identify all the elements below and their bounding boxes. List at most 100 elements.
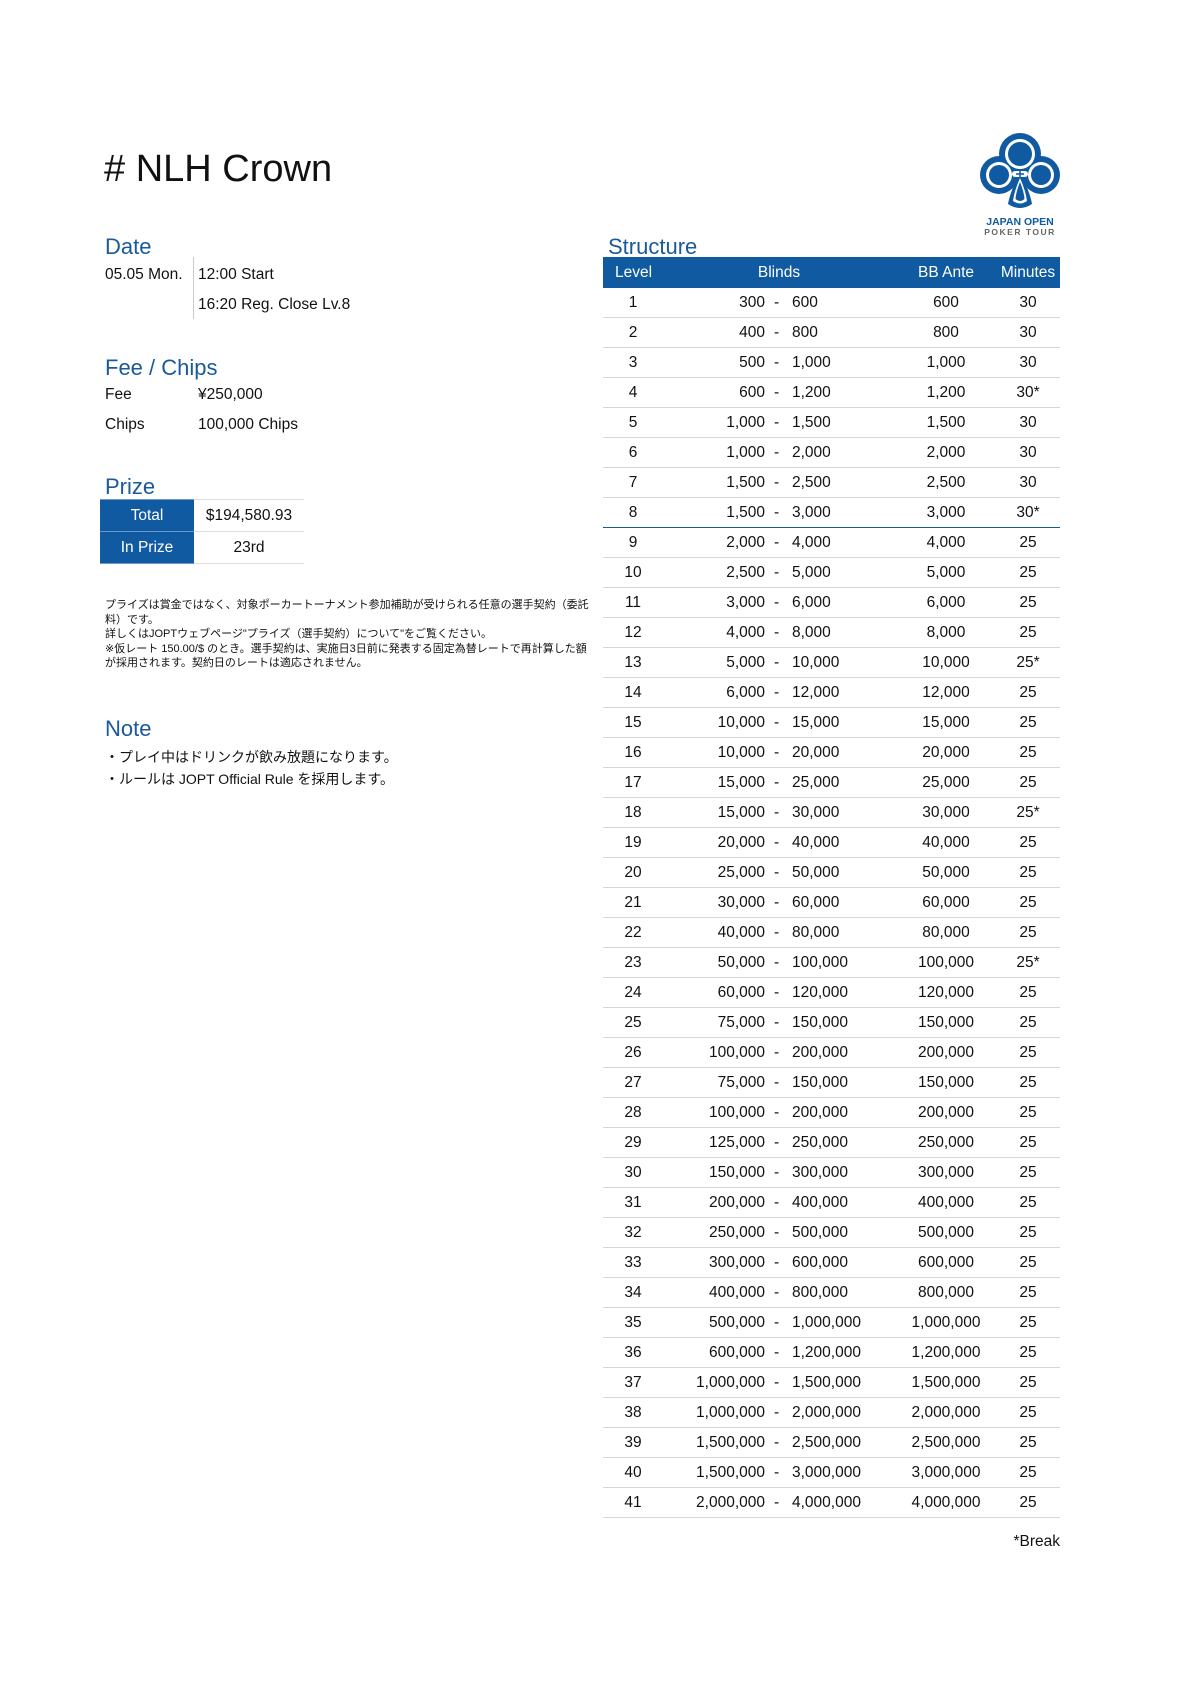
ante-cell: 25,000 [922, 773, 970, 791]
structure-row: 23 50,000-100,000 100,000 25* [603, 948, 1060, 978]
big-blind-cell: 4,000,000 [792, 1493, 861, 1511]
blind-separator: - [774, 953, 780, 971]
ante-cell: 4,000 [926, 533, 966, 551]
blind-separator: - [774, 1313, 780, 1331]
minutes-cell: 25 [1019, 623, 1037, 641]
ante-cell: 10,000 [922, 653, 970, 671]
total-label: Total [100, 499, 194, 532]
blind-separator: - [774, 863, 780, 881]
small-blind-cell: 125,000 [708, 1133, 765, 1151]
structure-row: 13 5,000-10,000 10,000 25* [603, 648, 1060, 678]
blind-separator: - [774, 323, 780, 341]
ante-cell: 1,000 [926, 353, 966, 371]
level-cell: 18 [624, 803, 642, 821]
small-blind-cell: 500,000 [708, 1313, 765, 1331]
big-blind-cell: 800,000 [792, 1283, 849, 1301]
structure-row: 39 1,500,000-2,500,000 2,500,000 25 [603, 1428, 1060, 1458]
small-blind-cell: 1,500 [726, 503, 765, 521]
big-blind-cell: 1,000,000 [792, 1313, 861, 1331]
small-blind-cell: 20,000 [717, 833, 765, 851]
small-blind-cell: 6,000 [726, 683, 765, 701]
minutes-cell: 25 [1019, 1433, 1037, 1451]
note-line: ・プレイ中はドリンクが飲み放題になります。 [105, 749, 398, 765]
minutes-cell: 25 [1019, 1013, 1037, 1031]
total-value: $194,580.93 [194, 499, 304, 532]
minutes-cell: 25 [1019, 563, 1037, 581]
structure-row: 37 1,000,000-1,500,000 1,500,000 25 [603, 1368, 1060, 1398]
big-blind-cell: 6,000 [792, 593, 831, 611]
level-cell: 16 [624, 743, 642, 761]
blind-separator: - [774, 1493, 780, 1511]
minutes-cell: 25 [1019, 1283, 1037, 1301]
big-blind-cell: 5,000 [792, 563, 831, 581]
ante-cell: 30,000 [922, 803, 970, 821]
small-blind-cell: 10,000 [717, 713, 765, 731]
small-blind-cell: 30,000 [717, 893, 765, 911]
small-blind-cell: 25,000 [717, 863, 765, 881]
structure-row: 41 2,000,000-4,000,000 4,000,000 25 [603, 1488, 1060, 1518]
big-blind-cell: 1,000 [792, 353, 831, 371]
minutes-cell: 25 [1019, 893, 1037, 911]
reg-close: 16:20 Reg. Close Lv.8 [198, 296, 351, 313]
minutes-cell: 25 [1019, 743, 1037, 761]
disclaimer-line: プライズは賞金ではなく、対象ポーカートーナメント参加補助が受けられる任意の選手契… [105, 599, 589, 626]
ante-cell: 2,000 [926, 443, 966, 461]
col-minutes: Minutes [1000, 263, 1056, 281]
big-blind-cell: 2,000 [792, 443, 831, 461]
ante-cell: 200,000 [917, 1043, 975, 1061]
minutes-cell: 25 [1019, 923, 1037, 941]
club-icon: JAPAN OPEN POKER TOUR [980, 133, 1060, 237]
minutes-cell: 30 [1019, 473, 1037, 491]
ante-cell: 200,000 [917, 1103, 975, 1121]
date-heading: Date [105, 234, 152, 259]
blind-separator: - [774, 353, 780, 371]
minutes-cell: 25 [1019, 1373, 1037, 1391]
level-cell: 27 [624, 1073, 642, 1091]
minutes-cell: 25 [1019, 833, 1037, 851]
blind-separator: - [774, 1043, 780, 1061]
ante-cell: 600,000 [917, 1253, 975, 1271]
minutes-cell: 30 [1019, 323, 1037, 341]
structure-row: 40 1,500,000-3,000,000 3,000,000 25 [603, 1458, 1060, 1488]
big-blind-cell: 150,000 [792, 1013, 849, 1031]
page-title: # NLH Crown [104, 148, 333, 190]
blind-separator: - [774, 1103, 780, 1121]
small-blind-cell: 200,000 [708, 1193, 765, 1211]
small-blind-cell: 500 [739, 353, 765, 371]
minutes-cell: 25* [1016, 803, 1040, 821]
ante-cell: 3,000 [926, 503, 966, 521]
structure-row: 35 500,000-1,000,000 1,000,000 25 [603, 1308, 1060, 1338]
minutes-cell: 25 [1019, 863, 1037, 881]
small-blind-cell: 40,000 [717, 923, 765, 941]
ante-cell: 50,000 [922, 863, 970, 881]
blind-separator: - [774, 563, 780, 581]
level-cell: 25 [624, 1013, 642, 1031]
structure-row: 5 1,000-1,500 1,500 30 [603, 408, 1060, 438]
small-blind-cell: 300 [739, 293, 765, 311]
structure-row: 6 1,000-2,000 2,000 30 [603, 438, 1060, 468]
small-blind-cell: 50,000 [717, 953, 765, 971]
level-cell: 21 [624, 893, 642, 911]
structure-row: 16 10,000-20,000 20,000 25 [603, 738, 1060, 768]
ante-cell: 20,000 [922, 743, 970, 761]
minutes-cell: 25 [1019, 1133, 1037, 1151]
small-blind-cell: 3,000 [726, 593, 765, 611]
big-blind-cell: 4,000 [792, 533, 831, 551]
big-blind-cell: 80,000 [792, 923, 840, 941]
minutes-cell: 25* [1016, 653, 1040, 671]
minutes-cell: 30 [1019, 353, 1037, 371]
disclaimer-line: ※仮レート 150.00/$ のとき。選手契約は、実施日3日前に発表する固定為替… [105, 642, 587, 670]
blind-separator: - [774, 1463, 780, 1481]
big-blind-cell: 200,000 [792, 1043, 849, 1061]
structure-row: 20 25,000-50,000 50,000 25 [603, 858, 1060, 888]
small-blind-cell: 1,000 [726, 443, 765, 461]
structure-table: Level Blinds BB Ante Minutes 1 300-600 600… [603, 257, 1060, 1518]
blind-separator: - [774, 1403, 780, 1421]
small-blind-cell: 60,000 [717, 983, 765, 1001]
structure-row: 29 125,000-250,000 250,000 25 [603, 1128, 1060, 1158]
structure-row: 22 40,000-80,000 80,000 25 [603, 918, 1060, 948]
ante-cell: 1,500 [926, 413, 966, 431]
structure-row: 19 20,000-40,000 40,000 25 [603, 828, 1060, 858]
big-blind-cell: 60,000 [792, 893, 840, 911]
prize-total-row: Total $194,580.93 [100, 499, 304, 532]
